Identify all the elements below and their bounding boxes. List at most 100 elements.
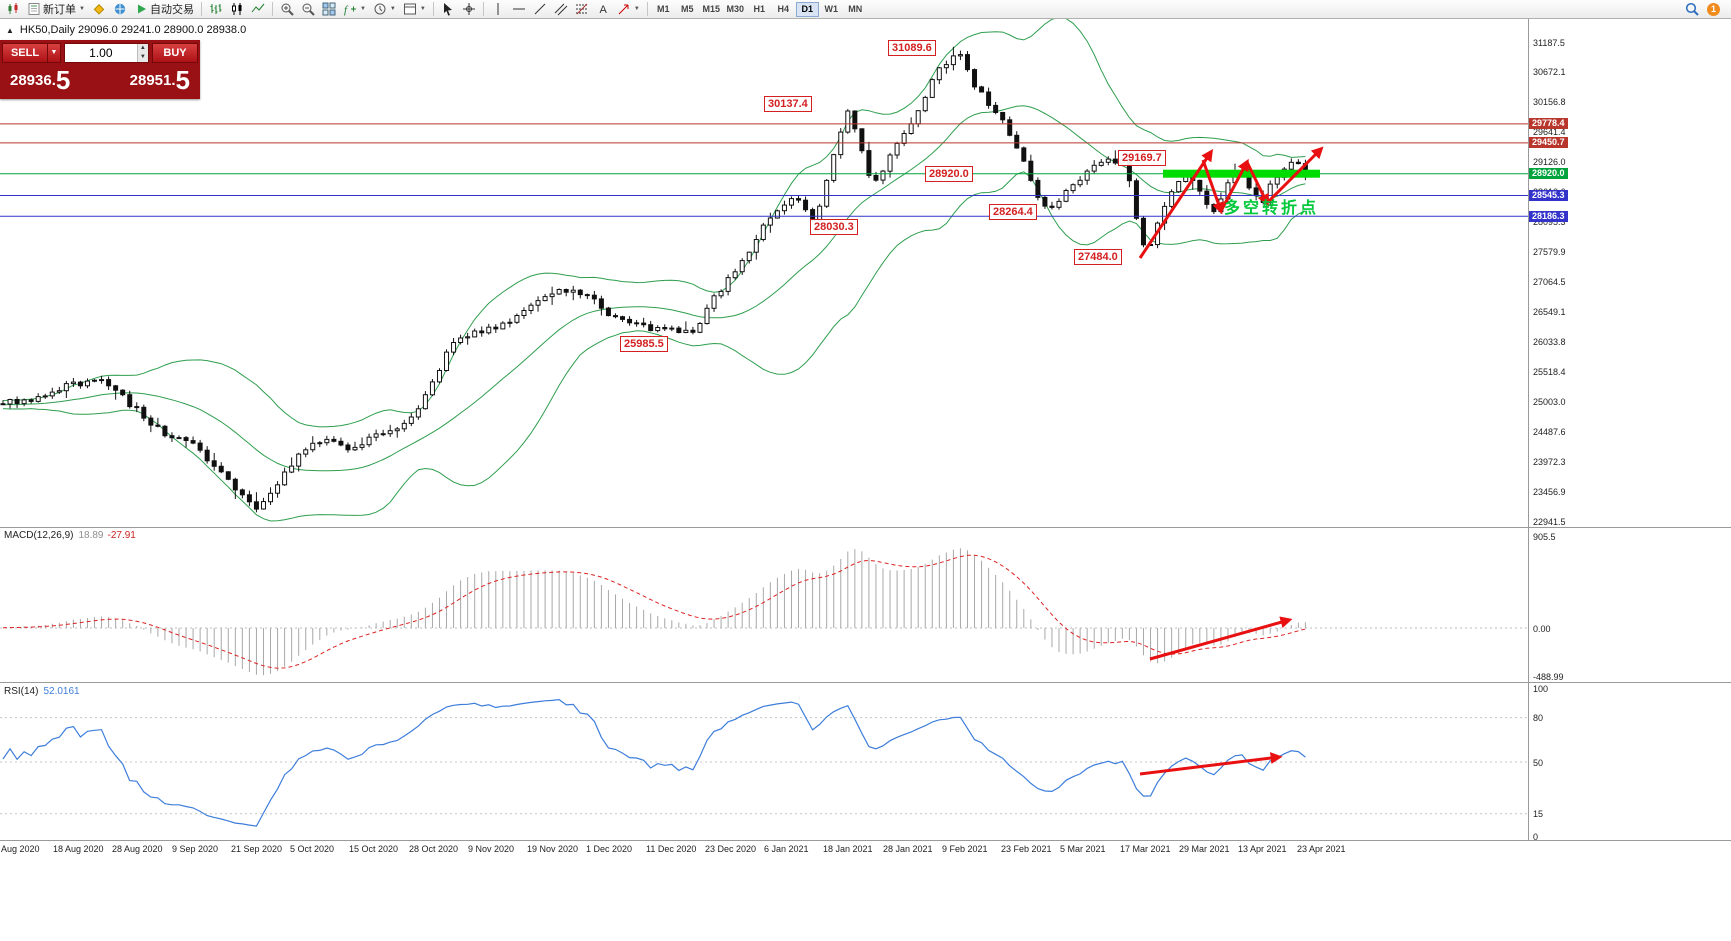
chevron-down-icon: ▼ (79, 6, 85, 12)
price-callout[interactable]: 28920.0 (925, 166, 973, 182)
price-level-tag: 28920.0 (1529, 168, 1568, 180)
rsi-axis-label: 50 (1533, 757, 1544, 768)
bar-chart-button[interactable] (206, 1, 226, 18)
line-chart-icon (251, 3, 265, 13)
date-axis-label: 29 Mar 2021 (1179, 844, 1230, 854)
timeframe-m5-button[interactable]: M5 (681, 4, 694, 14)
date-axis-label: 15 Oct 2020 (349, 844, 399, 854)
price-callout[interactable]: 29169.7 (1118, 150, 1166, 166)
new-order-icon (28, 3, 40, 15)
price-callout[interactable]: 28264.4 (989, 204, 1037, 220)
channel-icon (554, 3, 568, 16)
line-chart-button[interactable] (248, 1, 268, 18)
chart-candles-icon (8, 3, 18, 14)
timeframe-h4-button[interactable]: H4 (777, 4, 790, 14)
arrow-objects-icon (618, 4, 629, 15)
date-axis-label: 23 Apr 2021 (1297, 844, 1346, 854)
volume-field: ▲ ▼ (64, 42, 149, 63)
buy-button[interactable]: BUY (152, 42, 198, 63)
metaeditor-icon (93, 4, 105, 15)
cursor-icon (443, 3, 452, 16)
templates-button[interactable]: ▼ (400, 1, 429, 18)
toolbar-separator (200, 2, 202, 16)
price-axis-label: 31187.5 (1533, 37, 1565, 48)
date-axis-label: 9 Nov 2020 (468, 844, 515, 854)
search-button[interactable] (1682, 1, 1702, 18)
chart-canvas[interactable] (0, 19, 1731, 860)
zoom-in-icon (281, 3, 294, 16)
zoom-out-button[interactable] (298, 1, 318, 18)
timeframe-d1-button[interactable]: D1 (795, 1, 819, 17)
volume-input[interactable] (65, 45, 137, 60)
price-callout[interactable]: 27484.0 (1074, 249, 1122, 265)
indicators-icon: f (344, 4, 356, 16)
price-callout[interactable]: 30137.4 (764, 96, 812, 112)
timeframe-m30-button[interactable]: M30 (726, 4, 745, 14)
volume-decrease-button[interactable]: ▼ (137, 52, 148, 62)
toolbar-right: 1 (1682, 1, 1728, 18)
chevron-down-icon: ▼ (419, 6, 426, 12)
volume-increase-button[interactable]: ▲ (137, 43, 148, 53)
macd-axis-label: -488.99 (1533, 671, 1564, 682)
price-axis-label: 26033.8 (1533, 336, 1566, 347)
new-order-button[interactable]: 新订单 ▼ (24, 1, 88, 18)
pane-borders (0, 19, 1731, 841)
svg-text:f: f (344, 4, 349, 16)
toolbar-separator (482, 2, 484, 16)
rsi-axis-label: 80 (1533, 713, 1544, 724)
notification-badge[interactable]: 1 (1707, 2, 1720, 16)
chevron-down-icon: ▼ (633, 6, 640, 12)
indicators-button[interactable]: f ▼ (340, 1, 369, 18)
channel-button[interactable] (551, 1, 571, 18)
timeframe-w1-button[interactable]: W1 (824, 4, 839, 14)
horizontal-line-button[interactable] (509, 1, 529, 18)
timeframe-m15-button[interactable]: M15 (702, 4, 721, 14)
volume-stepper: ▲ ▼ (136, 43, 148, 62)
auto-trading-button[interactable]: 自动交易 (131, 1, 197, 18)
date-axis-label: 5 Oct 2020 (290, 844, 335, 854)
timeframe-m1-button[interactable]: M1 (657, 4, 670, 14)
fibonacci-button[interactable] (572, 1, 592, 18)
timeframe-mn-button[interactable]: MN (848, 4, 863, 14)
zoom-in-button[interactable] (277, 1, 297, 18)
trendline-button[interactable] (530, 1, 550, 18)
market-button[interactable] (110, 1, 130, 18)
date-axis-label: 28 Aug 2020 (112, 844, 163, 854)
play-icon (137, 4, 146, 14)
one-click-collapse-toggle[interactable]: ▲ (6, 25, 14, 35)
templates-icon (403, 3, 416, 15)
charts-window-button[interactable] (3, 1, 23, 18)
candle-chart-button[interactable] (227, 1, 247, 18)
arrows-button[interactable]: ▼ (614, 1, 643, 18)
chevron-down-icon: ▼ (50, 49, 58, 56)
date-axis-label: 9 Sep 2020 (172, 844, 219, 854)
tile-windows-button[interactable] (319, 1, 339, 18)
buy-price: 28951. 5 (129, 65, 190, 95)
horizontal-line-icon (512, 8, 525, 10)
trade-prices-row: 28936. 5 28951. 5 (0, 65, 200, 93)
price-callout[interactable]: 25985.5 (620, 336, 668, 352)
text-button[interactable]: A (593, 1, 613, 18)
timeframe-h1-button[interactable]: H1 (753, 4, 766, 14)
cursor-button[interactable] (438, 1, 458, 18)
rsi-axis-label: 100 (1533, 683, 1549, 694)
sell-button[interactable]: SELL (2, 42, 48, 63)
vertical-line-button[interactable] (488, 1, 508, 18)
date-axis-label: 17 Mar 2021 (1120, 844, 1171, 854)
text-tool-icon: A (599, 4, 607, 16)
chart-info-line: ▲ HK50,Daily 29096.0 29241.0 28900.0 289… (6, 24, 246, 36)
price-callout[interactable]: 31089.6 (888, 40, 936, 56)
sell-price: 28936. 5 (10, 65, 71, 95)
metaeditor-button[interactable] (89, 1, 109, 18)
candlestick-series (0, 46, 1308, 513)
turning-point-annotation[interactable]: 多空转折点 (1224, 200, 1320, 217)
price-axis-label: 25518.4 (1533, 366, 1566, 377)
trend-arrows[interactable] (1138, 146, 1324, 776)
crosshair-button[interactable] (459, 1, 479, 18)
bollinger-bands (2, 19, 1306, 522)
order-options-dropdown[interactable]: ▼ (48, 42, 61, 63)
periods-button[interactable]: ▼ (370, 1, 399, 18)
toolbar-separator (432, 2, 434, 16)
macd-axis-label: 0.00 (1533, 623, 1551, 634)
price-callout[interactable]: 28030.3 (810, 219, 858, 235)
